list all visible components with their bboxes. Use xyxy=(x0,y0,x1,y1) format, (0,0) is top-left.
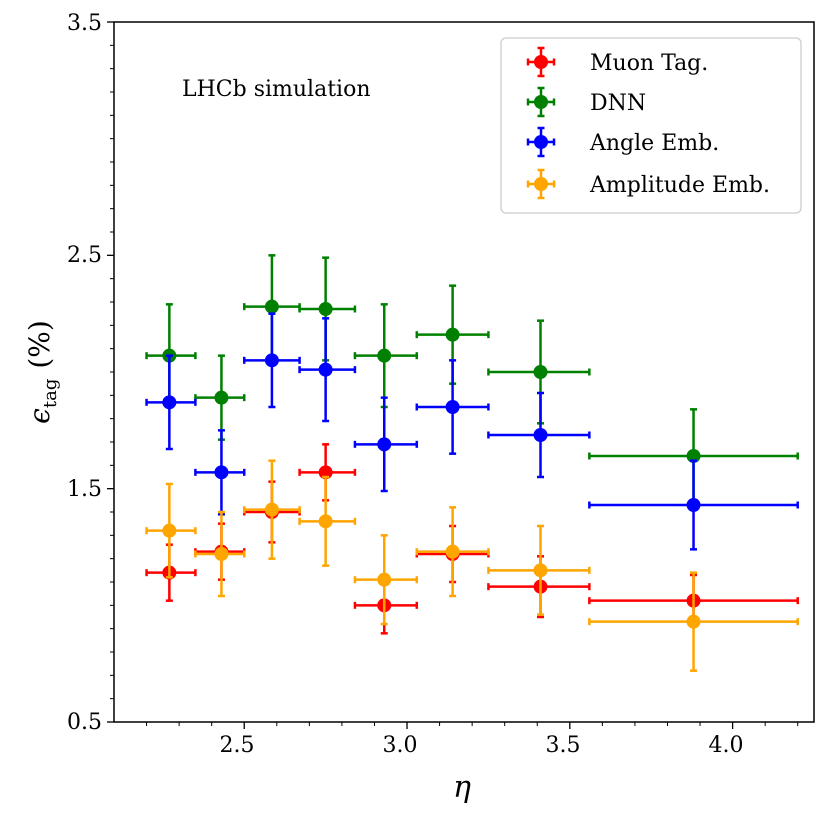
data-point xyxy=(264,299,279,314)
y-axis-label-unit: (%) xyxy=(23,320,56,368)
svg-text:ϵtag(%): ϵtag (%) xyxy=(23,320,61,424)
data-point xyxy=(264,353,279,368)
y-tick-label: 3.5 xyxy=(67,11,102,36)
data-point xyxy=(318,302,333,316)
data-point xyxy=(162,523,177,538)
legend-label: DNN xyxy=(590,91,646,116)
legend-label: Amplitude Emb. xyxy=(589,173,770,198)
data-point xyxy=(686,614,701,629)
legend-box xyxy=(500,37,802,214)
data-point xyxy=(214,390,229,405)
annotation-text: LHCb simulation xyxy=(182,77,371,102)
y-tick-label: 1.5 xyxy=(67,477,102,502)
data-point xyxy=(214,465,229,480)
legend: Muon Tag. DNN Angle Emb. Amplitude Emb. xyxy=(500,37,802,214)
x-tick-label: 2.5 xyxy=(220,733,255,758)
data-point xyxy=(377,437,392,452)
data-point xyxy=(318,362,333,377)
legend-label: Muon Tag. xyxy=(590,51,708,76)
data-point xyxy=(533,563,548,578)
series-angle-emb xyxy=(145,312,799,551)
data-point xyxy=(318,514,333,529)
legend-marker xyxy=(526,126,556,158)
y-axis-label-subscript: tag xyxy=(40,379,61,409)
data-point xyxy=(377,348,392,363)
data-point xyxy=(533,365,548,379)
legend-dot xyxy=(534,135,548,149)
ticks xyxy=(107,21,799,729)
data-point xyxy=(445,544,460,559)
series-amplitude-emb xyxy=(145,459,799,672)
chart-marks xyxy=(145,254,799,672)
legend-marker xyxy=(526,86,556,118)
data-point xyxy=(533,428,548,442)
x-tick-label: 4.0 xyxy=(709,733,744,758)
data-point xyxy=(264,502,279,517)
legend-marker xyxy=(526,168,556,200)
data-point xyxy=(162,395,177,410)
x-tick-label: 3.0 xyxy=(383,733,418,758)
data-point xyxy=(214,547,229,561)
data-point xyxy=(445,327,460,342)
data-point xyxy=(686,498,701,512)
x-axis-label: η xyxy=(453,770,471,805)
legend-dot xyxy=(534,177,548,191)
y-axis-label-symbol: ϵ xyxy=(23,408,56,424)
legend-dot xyxy=(534,95,548,109)
legend-dot xyxy=(534,55,548,69)
legend-label: Angle Emb. xyxy=(589,131,719,156)
y-tick-label: 2.5 xyxy=(67,243,102,268)
data-point xyxy=(377,572,392,587)
y-axis-label: ϵtag (%) xyxy=(23,320,61,424)
y-tick-label: 0.5 xyxy=(67,710,102,735)
data-point xyxy=(445,400,460,414)
legend-entries xyxy=(526,46,556,200)
x-tick-label: 3.5 xyxy=(546,733,581,758)
legend-marker xyxy=(526,46,556,78)
